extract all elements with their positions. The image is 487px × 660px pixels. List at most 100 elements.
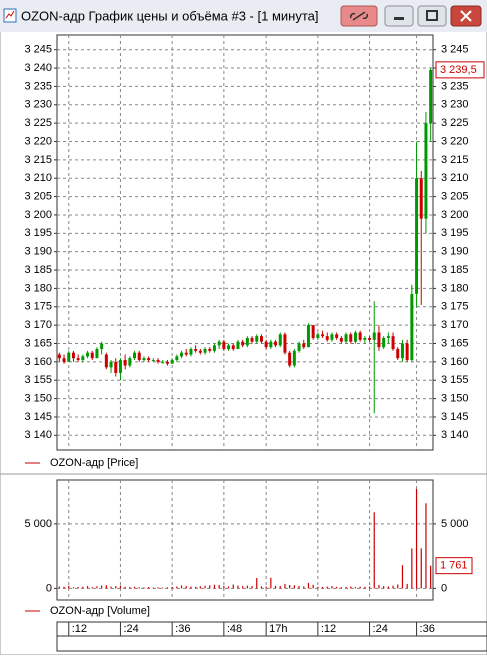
- candle-body: [269, 341, 273, 348]
- y-tick-label-right: 3 175: [441, 301, 469, 313]
- candle-body: [410, 293, 414, 361]
- volume-bar: [199, 586, 201, 589]
- volume-bar: [312, 584, 314, 589]
- volume-bar: [72, 587, 75, 589]
- y-tick-label: 3 145: [24, 411, 52, 423]
- volume-bar: [307, 582, 310, 589]
- plot-frame: [56, 479, 434, 601]
- link-icon: [349, 11, 369, 21]
- volume-bar: [359, 586, 361, 589]
- volume-bar: [101, 585, 103, 589]
- y-tick-label-right: 3 155: [441, 374, 469, 386]
- volume-bar: [321, 586, 324, 589]
- y-tick-label-right: 3 245: [441, 44, 469, 56]
- volume-bar: [387, 586, 389, 589]
- candle-body: [353, 332, 357, 342]
- candle-body: [222, 341, 226, 350]
- volume-bar: [152, 587, 154, 589]
- volume-bar: [373, 512, 375, 589]
- window-icon-line: [5, 10, 15, 19]
- volume-bar: [68, 585, 70, 589]
- price-legend: OZON-адр [Price]: [50, 457, 138, 469]
- volume-bar: [162, 587, 164, 589]
- volume-bar: [274, 585, 277, 589]
- volume-bar: [392, 585, 394, 589]
- volume-bar: [265, 586, 267, 589]
- volume-bar: [63, 586, 65, 589]
- volume-bar: [232, 584, 234, 589]
- candle-body: [316, 334, 320, 338]
- candle-body: [396, 349, 400, 359]
- candle-body: [62, 358, 66, 362]
- y-tick-label: 3 240: [24, 62, 52, 74]
- volume-bar: [364, 586, 366, 589]
- volume-bar: [425, 503, 427, 589]
- volume-bar: [190, 586, 192, 589]
- candle-body: [241, 341, 245, 346]
- candle-body: [151, 360, 155, 362]
- last-value-box: [435, 61, 485, 79]
- candle-body: [137, 352, 141, 361]
- volume-bar: [185, 586, 187, 589]
- candle-body: [123, 360, 127, 366]
- volume-bar: [354, 587, 357, 589]
- volume-bar: [289, 585, 291, 589]
- volume-bar: [336, 586, 338, 589]
- y-tick-label-right: 3 170: [441, 319, 469, 331]
- candle-body: [217, 341, 221, 346]
- y-tick-label-right: 3 210: [441, 172, 469, 184]
- volume-bar: [195, 586, 197, 589]
- volume-bar: [180, 585, 183, 589]
- candle-body: [255, 336, 259, 342]
- x-tick-label: 17h: [269, 623, 287, 635]
- candle-body: [161, 361, 165, 363]
- candle-body: [194, 349, 198, 351]
- candle-body: [386, 336, 390, 338]
- y-tick-label-right: 3 230: [441, 99, 469, 111]
- candle-body: [377, 332, 381, 348]
- candle-body: [100, 343, 104, 350]
- volume-bar: [218, 585, 220, 589]
- restore-button[interactable]: [417, 5, 447, 27]
- volume-bar: [129, 587, 131, 589]
- y-tick-label: 3 220: [24, 135, 52, 147]
- volume-bar: [251, 586, 253, 589]
- candle-body: [147, 358, 151, 361]
- volume-bar: [91, 587, 93, 589]
- y-tick-label: 3 175: [24, 301, 52, 313]
- volume-bar: [105, 585, 107, 589]
- candle-body: [198, 350, 202, 353]
- volume-bar: [237, 585, 239, 589]
- x-tick-label: :48: [227, 623, 242, 635]
- candle-body: [227, 345, 231, 350]
- candle-body: [288, 352, 292, 366]
- candle-body: [419, 178, 423, 219]
- volume-bar: [209, 585, 211, 589]
- candle-body: [90, 352, 94, 359]
- volume-bar: [143, 587, 145, 589]
- volume-bar: [124, 586, 126, 589]
- y-tick-label-right: 3 235: [441, 80, 469, 92]
- x-tick-label: :24: [373, 623, 388, 635]
- volume-bar: [171, 586, 173, 589]
- candle-body: [170, 360, 174, 364]
- candle-body: [405, 343, 409, 361]
- y-tick-label-right: 0: [441, 582, 447, 594]
- candle-body: [71, 352, 75, 359]
- volume-bar: [326, 586, 328, 589]
- y-tick-label: 3 170: [24, 319, 52, 331]
- volume-bar: [133, 586, 136, 589]
- y-tick-label: 5 000: [24, 518, 52, 530]
- volume-bar: [148, 586, 150, 589]
- candle-body: [212, 345, 216, 351]
- candle-body: [283, 334, 287, 353]
- y-tick-label: 3 150: [24, 392, 52, 404]
- volume-bar: [415, 489, 418, 589]
- y-tick-label: 0: [46, 582, 52, 594]
- candle-body: [250, 337, 254, 342]
- y-tick-label-right: 3 140: [441, 429, 469, 441]
- minimize-button[interactable]: [384, 5, 414, 27]
- volume-bar: [406, 583, 408, 589]
- volume-bar: [420, 548, 422, 589]
